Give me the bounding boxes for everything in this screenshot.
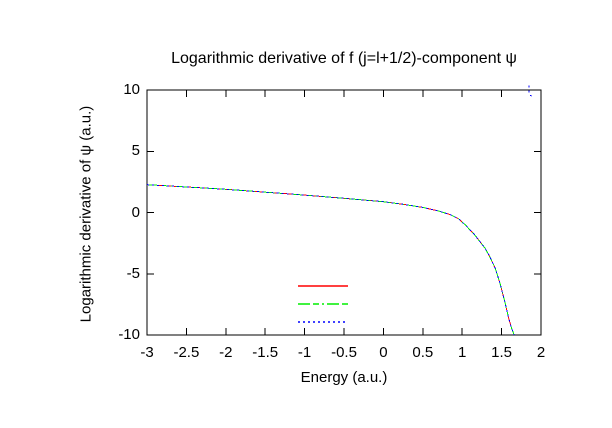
x-tick-label: 2 xyxy=(536,344,546,361)
x-tick-label: 0 xyxy=(379,344,388,361)
x-tick-label: 1.5 xyxy=(491,344,513,361)
curve-all-electron xyxy=(146,184,515,336)
x-tick-label: 0.5 xyxy=(412,344,434,361)
x-tick-label: -3 xyxy=(140,344,154,361)
legend-line-sample-semi-local xyxy=(298,303,348,305)
legend-line-sample-all-electron xyxy=(298,285,348,287)
legend-line-sample-separable xyxy=(298,321,348,323)
x-tick-label: -2.5 xyxy=(173,344,200,361)
x-tick-label: -1.5 xyxy=(252,344,279,361)
x-tick-label: -2 xyxy=(219,344,233,361)
x-tick-label: -0.5 xyxy=(331,344,357,361)
curve-separable xyxy=(146,184,515,336)
x-axis-label: Energy (a.u.) xyxy=(300,369,388,386)
x-tick-label: -1 xyxy=(297,344,312,361)
curve-separable-reentry-branch xyxy=(528,85,533,98)
y-tick-label: 10 xyxy=(123,81,140,98)
y-tick-label: -10 xyxy=(118,326,140,343)
y-tick-label: 0 xyxy=(131,203,140,221)
chart-title: Logarithmic derivative of f (j=l+1/2)-co… xyxy=(171,50,517,67)
y-tick-label: -5 xyxy=(126,264,140,282)
plot-border xyxy=(146,89,542,336)
y-tick-label: 5 xyxy=(131,142,140,160)
x-tick-label: 1 xyxy=(458,344,467,361)
curve-semi-local xyxy=(146,184,515,336)
